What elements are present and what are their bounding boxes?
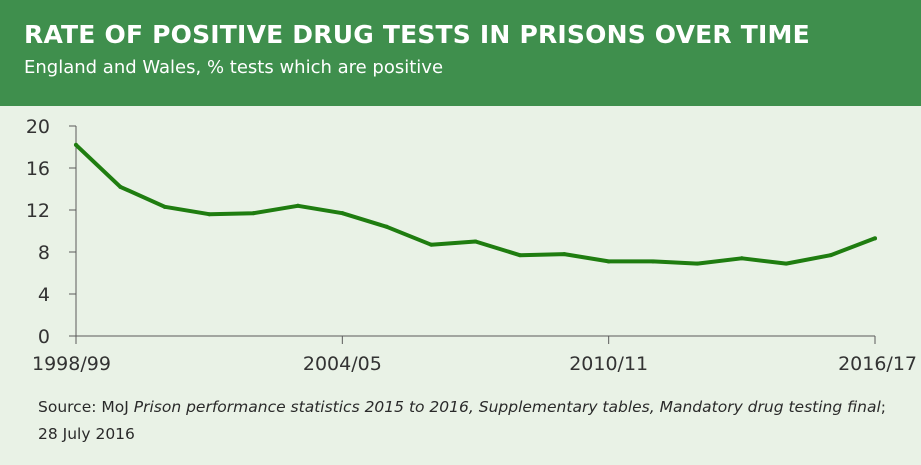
series-group xyxy=(74,142,877,266)
data-point xyxy=(162,204,167,209)
chart-title: RATE OF POSITIVE DRUG TESTS IN PRISONS O… xyxy=(24,20,810,49)
x-tick-label: 2010/11 xyxy=(569,353,648,375)
source-title: Prison performance statistics 2015 to 20… xyxy=(133,398,881,416)
source-prefix: Source: MoJ xyxy=(38,398,134,416)
y-tick-label: 0 xyxy=(38,326,50,348)
data-point xyxy=(517,253,522,258)
x-tick-label: 2016/17 xyxy=(838,353,917,375)
y-tick-label: 12 xyxy=(26,200,50,222)
data-point xyxy=(207,212,212,217)
chart-subtitle: England and Wales, % tests which are pos… xyxy=(24,57,444,78)
data-point xyxy=(651,259,656,264)
y-axis: 0 4 8 12 16 20 xyxy=(26,116,77,348)
chart-header: RATE OF POSITIVE DRUG TESTS IN PRISONS O… xyxy=(0,0,921,106)
data-point xyxy=(739,256,744,261)
y-tick-label: 8 xyxy=(38,242,50,264)
data-point xyxy=(473,239,478,244)
y-tick-label: 16 xyxy=(26,158,50,180)
source-suffix: ; 28 July 2016 xyxy=(38,398,887,443)
data-point xyxy=(784,261,789,266)
data-point xyxy=(606,259,611,264)
data-point xyxy=(562,252,567,257)
data-point xyxy=(251,211,256,216)
data-point xyxy=(828,253,833,258)
y-tick-label: 4 xyxy=(38,284,50,306)
data-point xyxy=(873,236,877,241)
y-tick-label: 20 xyxy=(26,116,50,138)
data-point xyxy=(340,211,345,216)
data-point xyxy=(695,261,700,266)
line-chart: 0 4 8 12 16 20 1998/99 2004/05 2010/11 2016/17 xyxy=(26,116,917,375)
data-point xyxy=(384,224,389,229)
data-point xyxy=(74,142,78,147)
series-line xyxy=(74,142,877,266)
x-axis: 1998/99 2004/05 2010/11 2016/17 xyxy=(32,335,917,375)
data-point xyxy=(429,242,434,247)
x-tick-label: 1998/99 xyxy=(32,353,111,375)
data-point xyxy=(295,203,300,208)
x-tick-label: 2004/05 xyxy=(303,353,382,375)
data-point xyxy=(118,184,123,189)
source-note: Source: MoJ Prison performance statistic… xyxy=(38,394,898,448)
